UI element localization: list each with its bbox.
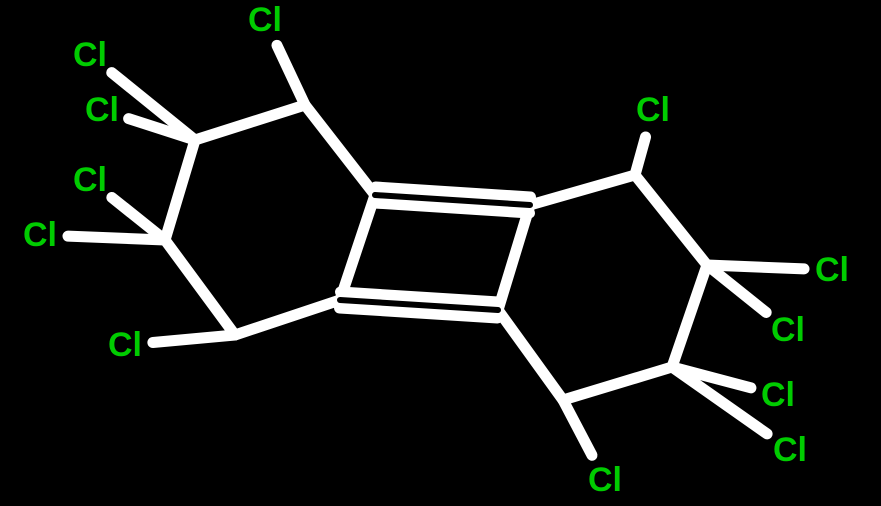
cl-atom-label: Cl [85,91,119,129]
cl-atom-label: Cl [108,326,142,364]
cl-atom-label: Cl [73,36,107,74]
cl-atom-label: Cl [636,91,670,129]
cl-atom-label: Cl [73,161,107,199]
cl-atom-label: Cl [773,431,807,469]
cl-atom-label: Cl [761,376,795,414]
cl-atom-label: Cl [248,1,282,39]
cl-atom-label: Cl [815,251,849,289]
molecule-canvas: Cl Cl Cl Cl Cl Cl Cl Cl Cl Cl Cl Cl [0,0,881,506]
cl-atom-label: Cl [771,311,805,349]
cl-atom-label: Cl [588,461,622,499]
cl-atom-label: Cl [23,216,57,254]
